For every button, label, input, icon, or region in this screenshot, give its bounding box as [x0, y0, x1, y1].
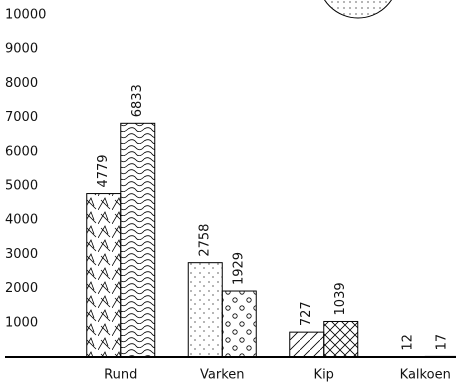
- value-label: 1929: [232, 252, 247, 285]
- x-tick-label: Rund: [104, 368, 137, 382]
- value-label: 1039: [333, 282, 348, 315]
- value-label: 4779: [96, 154, 111, 187]
- y-tick-label: 9000: [5, 42, 38, 57]
- y-tick-label: 6000: [5, 144, 38, 159]
- bar: [86, 193, 122, 358]
- y-tick-label: 1000: [5, 315, 38, 330]
- y-tick-label: 7000: [5, 110, 38, 125]
- bar: [120, 122, 156, 358]
- bar: [221, 290, 257, 358]
- y-tick-label: 3000: [5, 247, 38, 262]
- y-tick-label: 5000: [5, 179, 38, 194]
- y-tick-label: 4000: [5, 213, 38, 228]
- y-tick-label: 10000: [5, 8, 46, 23]
- bar: [323, 320, 359, 358]
- y-tick-label: 2000: [5, 281, 38, 296]
- value-label: 6833: [130, 84, 145, 117]
- bar: [289, 331, 325, 358]
- value-label: 17: [435, 334, 450, 351]
- bar: [187, 262, 223, 358]
- x-tick-label: Kalkoen: [400, 368, 451, 382]
- decoration: [324, 0, 392, 19]
- x-tick-label: Varken: [200, 368, 245, 382]
- y-tick-label: 8000: [5, 76, 38, 91]
- value-label: 727: [299, 301, 314, 326]
- x-tick-label: Kip: [314, 368, 334, 382]
- value-label: 12: [401, 334, 416, 351]
- value-label: 2758: [198, 224, 213, 257]
